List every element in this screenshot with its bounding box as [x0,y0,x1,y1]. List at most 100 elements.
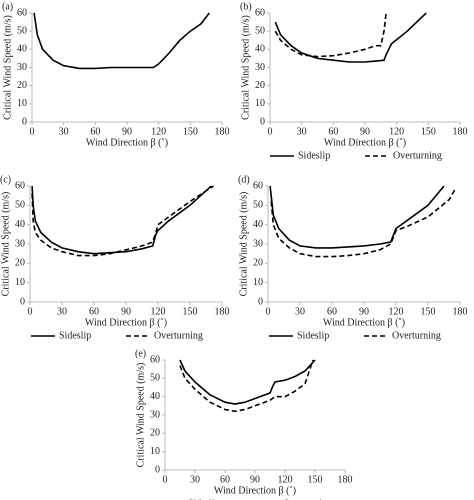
x-tick-label: 120 [278,474,293,485]
x-tick-label: 120 [389,306,404,317]
x-tick-label: 90 [360,126,370,137]
x-tick-label: 0 [30,126,35,137]
x-tick-label: 180 [338,474,353,485]
x-tick-label: 180 [215,126,230,137]
panel-label: (a) [2,1,13,12]
x-tick-label: 30 [297,126,307,137]
x-tick-label: 0 [266,306,271,317]
series-line [274,12,427,63]
legend-label: Sideslip [298,150,330,161]
y-tick-label: 10 [15,277,25,288]
series-line [33,12,210,70]
x-tick-label: 90 [122,126,132,137]
panel-label: (e) [135,348,146,359]
x-tick-label: 30 [59,126,69,137]
y-tick-label: 60 [253,180,263,191]
y-tick-label: 30 [15,238,25,249]
x-tick-label: 150 [421,306,436,317]
panel: (b) 0 10 20 30 40 50 60 0 30 60 90 120 150 180 Wind Dir… [240,1,468,161]
y-tick-label: 40 [17,44,27,55]
y-tick-label: 40 [253,219,263,230]
x-tick-label: 150 [308,474,323,485]
panel-label: (d) [238,174,250,185]
y-tick-label: 50 [255,25,265,36]
x-tick-label: 60 [89,306,99,317]
x-tick-label: 180 [453,306,468,317]
y-axis-title: Critical Wind Speed (m/s) [238,192,249,297]
y-tick-label: 60 [150,354,160,365]
y-tick-label: 30 [150,409,160,420]
x-axis-title: Wind Direction β (˚) [85,317,167,328]
legend-label: Overturning [393,150,442,161]
panel-label: (c) [0,174,11,185]
y-tick-label: 30 [255,62,265,73]
y-tick-label: 60 [15,180,25,191]
panel-label: (b) [240,1,252,12]
y-tick-label: 40 [15,219,25,230]
y-tick-label: 30 [253,238,263,249]
y-tick-label: 10 [150,446,160,457]
x-tick-label: 60 [327,306,337,317]
y-tick-label: 10 [17,98,27,109]
y-tick-label: 20 [253,258,263,269]
y-tick-label: 20 [17,80,27,91]
x-tick-label: 60 [220,474,230,485]
y-tick-label: 60 [255,7,265,18]
y-tick-label: 0 [20,296,25,307]
x-tick-label: 150 [183,306,198,317]
x-tick-label: 0 [268,126,273,137]
x-tick-label: 90 [250,474,260,485]
x-tick-label: 60 [328,126,338,137]
x-tick-label: 120 [151,126,166,137]
x-tick-label: 150 [421,126,436,137]
y-tick-label: 30 [17,62,27,73]
x-tick-label: 30 [295,306,305,317]
series-line [274,12,387,58]
series-line [179,359,316,405]
x-tick-label: 0 [28,306,33,317]
x-tick-label: 120 [389,126,404,137]
x-tick-label: 60 [90,126,100,137]
legend-label: Overturning [154,330,203,341]
x-tick-label: 120 [151,306,166,317]
y-axis-title: Critical Wind Speed (m/s) [240,15,251,120]
y-axis-title: Critical Wind Speed (m/s) [2,15,13,120]
panel: (d) 0 10 20 30 40 50 60 0 30 60 90 120 150 180 Wind Dir… [238,174,468,341]
legend-label: Sideslip [297,330,329,341]
y-tick-label: 50 [253,200,263,211]
y-tick-label: 50 [17,25,27,36]
x-tick-label: 0 [163,474,168,485]
x-axis-title: Wind Direction β (˚) [86,137,168,148]
y-tick-label: 20 [15,258,25,269]
y-tick-label: 60 [17,7,27,18]
y-axis-title: Critical Wind Speed (m/s) [135,363,146,468]
legend-label: Overturning [283,498,332,500]
series-line [269,185,445,249]
y-tick-label: 10 [253,277,263,288]
x-axis-title: Wind Direction β (˚) [324,137,406,148]
x-tick-label: 90 [359,306,369,317]
series-line [31,185,212,255]
series-line [179,359,314,413]
y-tick-label: 0 [22,116,27,127]
y-axis-title: Critical Wind Speed (m/s) [0,192,11,297]
panel: (c) 0 10 20 30 40 50 60 0 30 60 90 120 150 180 Wind Dir… [0,174,230,341]
y-tick-label: 0 [155,464,160,475]
x-axis-title: Wind Direction β (˚) [214,485,296,496]
y-tick-label: 20 [255,80,265,91]
series-line [31,185,214,257]
x-tick-label: 30 [190,474,200,485]
legend-label: Sideslip [59,330,91,341]
x-tick-label: 30 [57,306,67,317]
x-tick-label: 180 [215,306,230,317]
y-tick-label: 0 [258,296,263,307]
y-tick-label: 50 [15,200,25,211]
y-tick-label: 10 [255,98,265,109]
series-line [270,189,456,258]
y-tick-label: 0 [260,116,265,127]
x-axis-title: Wind Direction β (˚) [323,317,405,328]
panel: (e) 0 10 20 30 40 50 60 0 30 60 90 120 150 180 Wind Dir… [135,348,353,500]
y-tick-label: 40 [255,44,265,55]
x-tick-label: 150 [183,126,198,137]
